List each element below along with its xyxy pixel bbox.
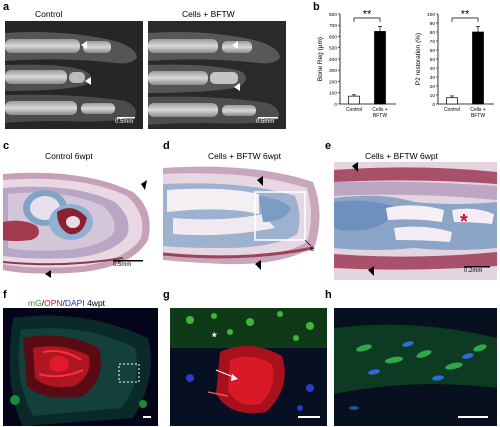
y-tick-label: 300 [329,68,337,74]
xray-treated-image: 0.5mm [148,21,286,129]
panel-letter-d: d [163,140,170,152]
histo-control-image: 0.5mm [3,162,158,280]
significance-label: ** [363,9,372,21]
y-tick-label: 400 [329,57,337,63]
category-label: Control [444,107,460,113]
chart-p2-restoration: 0 10 20 30 40 50 60 70 80 90 100 P2 restoration (%)… [415,9,494,119]
y-tick-label: 600 [329,34,337,40]
y-tick-label: 10 [430,93,436,99]
histo-treated-title: Cells + BFTW 6wpt [208,151,281,161]
panel-letter-g: g [163,289,170,301]
y-tick-label: 90 [430,21,436,27]
fluor-title-rest: 4wpt [84,298,106,308]
y-tick-label: 20 [430,84,436,90]
xray-treated-scale-label: 0.5mm [256,119,275,125]
chart-bone-reg: 0 100 200 300 400 500 600 700 800 Bone Reg (μm) Co… [317,9,396,119]
histo-zoom-title: Cells + BFTW 6wpt [365,151,438,161]
category-label: Cells + [372,107,388,113]
fluor-overview-image [3,308,158,426]
category-label-line2: BFTW [373,113,387,119]
y-tick-label: 60 [430,48,436,54]
histo-control-title: Control 6wpt [45,151,93,161]
y-tick-label: 40 [430,66,436,72]
histo-treated-image: e [163,162,323,280]
fluor-zoom-image: * [170,308,327,426]
histo-control-scale-label: 0.5mm [113,262,132,268]
fluor-zoom-asterisk: * [212,330,217,344]
bar-1 [374,31,386,105]
bar-0 [348,95,360,105]
y-tick-label: 50 [430,57,436,63]
fluor-title-sep2: / [62,298,65,308]
category-label: Control [346,107,362,113]
y-tick-label: 700 [329,23,337,29]
xray-control-title: Control [35,9,63,19]
histo-treated-callout: e [310,244,315,253]
bar-0 [446,97,458,105]
xray-control-scale-label: 0.5mm [115,119,134,125]
fluor-title-mg: mG [28,298,42,308]
y-axis-label: P2 restoration (%) [415,33,422,85]
fluor-title-opn: OPN [44,298,63,308]
bar-1 [472,31,484,105]
fluor-detail-image [334,308,497,426]
y-tick-label: 0 [432,102,435,108]
y-tick-label: 80 [430,30,436,36]
histo-zoom-scale-label: 0.2mm [464,268,483,274]
fluor-title-dapi: DAPI [64,298,85,308]
histo-zoom-red-asterisk: * [460,211,468,233]
significance-bracket [451,17,479,22]
fluor-title: mG/OPN/DAPI 4wpt [28,298,105,308]
fluor-title-sep1: / [41,298,45,308]
panel-letter-h: h [325,289,332,301]
y-axis-label: Bone Reg (μm) [317,37,324,81]
y-tick-label: 30 [430,75,436,81]
y-tick-label: 200 [329,79,337,85]
panel-letter-a: a [3,1,10,13]
y-tick-label: 100 [427,12,435,18]
y-tick-label: 800 [329,12,337,18]
category-label-line2: BFTW [471,113,485,119]
histo-zoom-image: * 0.2mm [334,162,497,280]
significance-bracket [353,17,381,22]
y-tick-label: 100 [329,91,337,97]
panel-letter-b: b [313,1,320,13]
y-tick-label: 70 [430,39,436,45]
panel-letter-c: c [3,140,10,152]
significance-label: ** [461,9,470,21]
panel-letter-f: f [3,289,7,301]
y-tick-label: 0 [334,102,337,108]
panel-letter-e: e [325,140,332,152]
y-tick-label: 500 [329,46,337,52]
xray-treated-title: Cells + BFTW [182,9,235,19]
category-label: Cells + [470,107,486,113]
xray-control-image: 0.5mm [5,21,143,129]
